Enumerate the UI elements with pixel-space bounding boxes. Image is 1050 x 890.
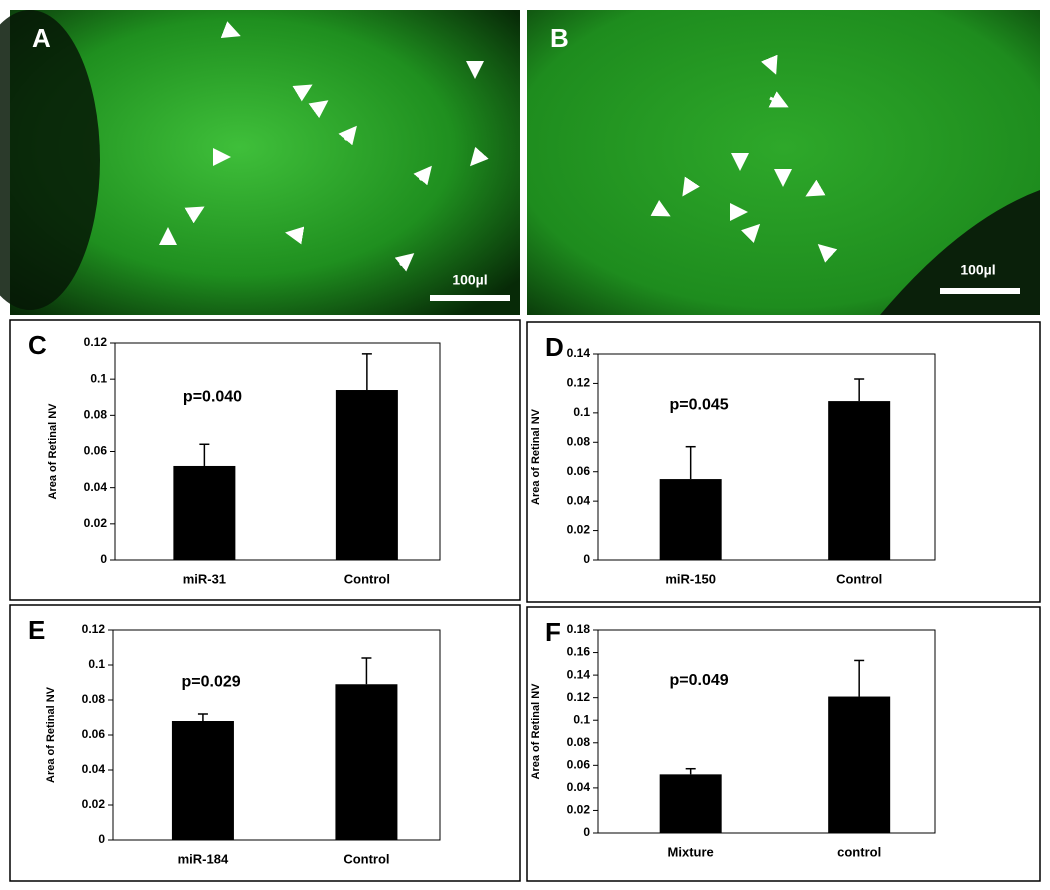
scale-bar-label: 100µl — [452, 272, 487, 288]
x-tick-label: control — [837, 844, 881, 859]
x-tick-label: Control — [343, 851, 389, 866]
y-tick-label: 0.16 — [567, 645, 591, 659]
y-tick-label: 0 — [98, 832, 105, 846]
y-tick-label: 0 — [583, 552, 590, 566]
y-tick-label: 0.04 — [84, 480, 108, 494]
y-tick-label: 0.06 — [567, 758, 591, 772]
bar — [828, 696, 891, 833]
panel-frames — [9, 319, 1041, 882]
y-tick-label: 0.04 — [567, 493, 591, 507]
y-tick-label: 0.18 — [567, 622, 591, 636]
micrograph-b: B 100µl — [527, 10, 1040, 315]
y-axis-label: Area of Retinal NV — [530, 683, 542, 780]
bar — [828, 401, 891, 560]
y-tick-label: 0 — [583, 825, 590, 839]
y-tick-label: 0.14 — [567, 346, 591, 360]
panel-label: E — [28, 615, 45, 645]
y-tick-label: 0.02 — [567, 803, 591, 817]
x-tick-label: Mixture — [668, 844, 714, 859]
annotation: p=0.049 — [670, 672, 729, 689]
bar — [173, 465, 236, 560]
bar — [171, 721, 234, 840]
y-tick-label: 0.02 — [567, 523, 591, 537]
y-tick-label: 0.08 — [82, 692, 106, 706]
x-tick-label: miR-150 — [665, 571, 716, 586]
panel-label: B — [550, 23, 569, 53]
annotation: p=0.029 — [182, 674, 241, 691]
y-tick-label: 0.06 — [567, 464, 591, 478]
y-tick-label: 0.02 — [82, 797, 106, 811]
y-tick-label: 0.12 — [567, 690, 591, 704]
y-tick-label: 0.12 — [82, 622, 106, 636]
y-tick-label: 0.12 — [567, 376, 591, 390]
x-tick-label: Control — [836, 571, 882, 586]
plot-frame — [597, 629, 936, 834]
y-tick-label: 0 — [100, 552, 107, 566]
x-tick-label: miR-31 — [183, 571, 226, 586]
plot-frame — [597, 353, 936, 561]
y-tick-label: 0.14 — [567, 667, 591, 681]
y-axis-label: Area of Retinal NV — [45, 686, 57, 783]
y-tick-label: 0.04 — [567, 780, 591, 794]
panel-label: F — [545, 617, 561, 647]
y-tick-label: 0.12 — [84, 335, 108, 349]
annotation: p=0.045 — [670, 397, 729, 414]
panel-label: C — [28, 330, 47, 360]
y-tick-label: 0.06 — [82, 727, 106, 741]
bar — [659, 774, 722, 833]
y-tick-label: 0.08 — [567, 434, 591, 448]
y-tick-label: 0.1 — [88, 657, 105, 671]
x-tick-label: Control — [344, 571, 390, 586]
y-tick-label: 0.04 — [82, 762, 106, 776]
scale-bar-label: 100µl — [960, 262, 995, 278]
y-tick-label: 0.06 — [84, 444, 108, 458]
y-axis-label: Area of Retinal NV — [530, 408, 542, 505]
y-axis-label: Area of Retinal NV — [47, 403, 59, 500]
y-tick-label: 0.08 — [84, 408, 108, 422]
annotation: p=0.040 — [183, 388, 242, 405]
y-tick-label: 0.1 — [573, 712, 590, 726]
bar — [659, 479, 722, 560]
y-tick-label: 0.08 — [567, 735, 591, 749]
x-tick-label: miR-184 — [178, 851, 229, 866]
y-tick-label: 0.1 — [573, 405, 590, 419]
panel-label: A — [32, 23, 51, 53]
y-tick-label: 0.1 — [90, 371, 107, 385]
panel-label: D — [545, 332, 564, 362]
micrograph-a: A 100µl — [0, 10, 520, 315]
y-tick-label: 0.02 — [84, 516, 108, 530]
bar — [335, 684, 398, 840]
bar — [335, 390, 398, 560]
